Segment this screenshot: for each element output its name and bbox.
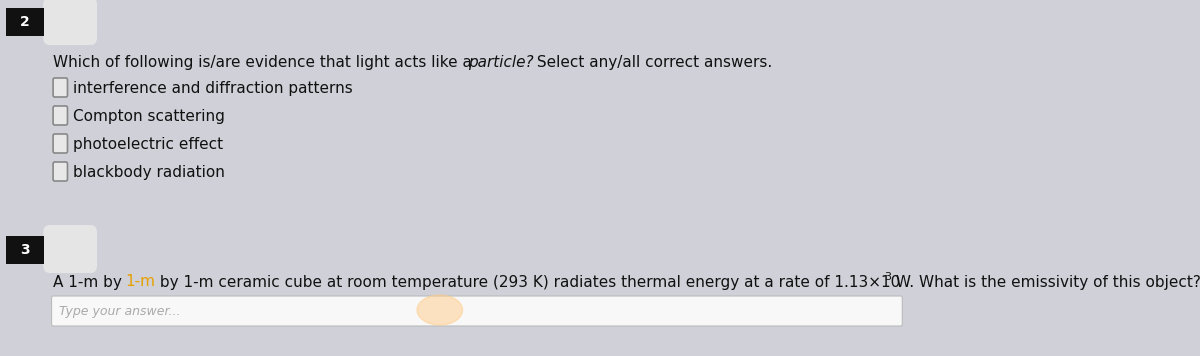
Text: particle?: particle? [468, 54, 533, 69]
Text: by 1-m ceramic cube at room temperature (293 K) radiates thermal energy at a rat: by 1-m ceramic cube at room temperature … [155, 274, 900, 289]
FancyBboxPatch shape [43, 225, 97, 273]
Text: photoelectric effect: photoelectric effect [73, 136, 223, 152]
Text: Compton scattering: Compton scattering [73, 109, 224, 124]
FancyBboxPatch shape [52, 296, 902, 326]
FancyBboxPatch shape [6, 8, 44, 36]
FancyBboxPatch shape [43, 0, 97, 45]
Text: Select any/all correct answers.: Select any/all correct answers. [532, 54, 772, 69]
Text: 1-m: 1-m [125, 274, 155, 289]
Text: A 1-m by: A 1-m by [53, 274, 127, 289]
Text: 2: 2 [20, 15, 30, 29]
FancyBboxPatch shape [53, 106, 67, 125]
Text: Type your answer...: Type your answer... [59, 304, 181, 318]
Text: Which of following is/are evidence that light acts like a: Which of following is/are evidence that … [53, 54, 476, 69]
FancyBboxPatch shape [53, 162, 67, 181]
Text: W. What is the emissivity of this object?: W. What is the emissivity of this object… [890, 274, 1200, 289]
FancyBboxPatch shape [53, 78, 67, 97]
FancyBboxPatch shape [53, 134, 67, 153]
Text: 3: 3 [20, 243, 30, 257]
FancyBboxPatch shape [6, 236, 44, 264]
Text: blackbody radiation: blackbody radiation [73, 164, 224, 179]
Text: 3: 3 [883, 272, 890, 282]
Text: interference and diffraction patterns: interference and diffraction patterns [73, 80, 353, 95]
Ellipse shape [418, 295, 462, 325]
